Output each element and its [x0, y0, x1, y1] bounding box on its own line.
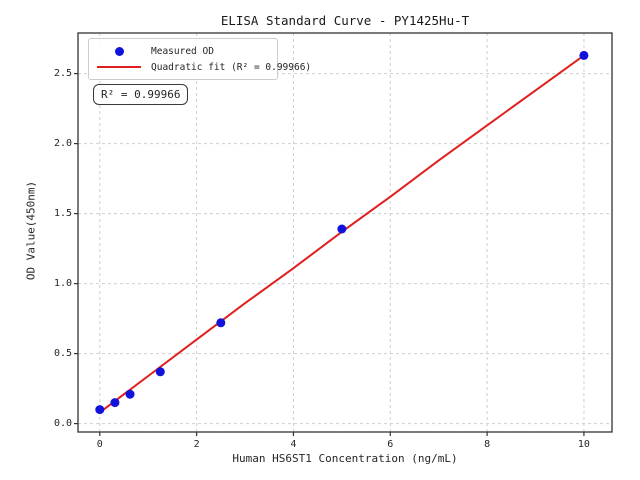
- x-tick-label: 0: [96, 439, 103, 450]
- legend: Measured OD Quadratic fit (R² = 0.99966): [88, 38, 311, 80]
- data-point: [216, 318, 226, 328]
- x-axis-label: Human HS6ST1 Concentration (ng/mL): [232, 452, 458, 465]
- y-tick-label: 1.5: [53, 207, 72, 219]
- data-point: [337, 224, 347, 234]
- x-tick-label: 10: [577, 439, 590, 450]
- y-tick-label: 2.5: [53, 67, 72, 79]
- legend-item-measured-od: Measured OD: [95, 43, 277, 59]
- data-point: [125, 389, 135, 399]
- legend-marker-cell: [95, 46, 143, 56]
- x-tick-label: 8: [484, 439, 491, 450]
- legend-item-quadratic-fit: Quadratic fit (R² = 0.99966): [95, 59, 311, 75]
- legend-marker-cell: [95, 66, 143, 68]
- x-tick-label: 6: [387, 439, 394, 450]
- chart-title: ELISA Standard Curve - PY1425Hu-T: [220, 13, 470, 28]
- quadratic-fit-line-icon: [97, 66, 141, 68]
- data-point: [95, 405, 105, 415]
- y-tick-label: 0.5: [53, 347, 72, 359]
- axes-spines: [77, 32, 613, 433]
- y-tick-label: 1.0: [53, 277, 72, 289]
- y-tick-label: 2.0: [53, 137, 72, 149]
- r-squared-annotation: R² = 0.99966: [93, 84, 189, 105]
- data-point: [155, 367, 165, 377]
- y-axis-label: OD Value(450nm): [24, 180, 38, 281]
- measured-od-dot-icon: [114, 46, 124, 56]
- legend-label-quadratic-fit: Quadratic fit (R² = 0.99966): [151, 61, 312, 73]
- data-point: [579, 50, 589, 60]
- x-tick-label: 4: [290, 439, 297, 450]
- quadratic-fit-line: [98, 54, 585, 414]
- y-tick-label: 0.0: [53, 417, 72, 429]
- legend-label-measured-od: Measured OD: [151, 45, 214, 57]
- x-tick-label: 2: [193, 439, 200, 450]
- data-point: [110, 398, 120, 408]
